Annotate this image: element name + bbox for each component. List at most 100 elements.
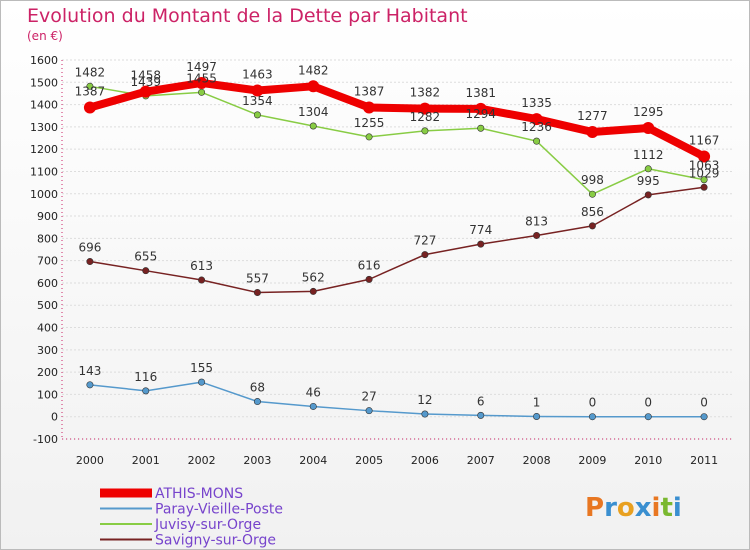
- y-tick-label: 400: [37, 322, 58, 335]
- data-point: [477, 240, 485, 248]
- data-point: [195, 76, 208, 89]
- x-tick-label: 2011: [690, 454, 718, 467]
- y-tick-label: 900: [37, 210, 58, 223]
- data-point: [421, 410, 429, 418]
- data-label: 774: [469, 223, 492, 237]
- data-label: 1: [533, 395, 541, 409]
- data-point: [588, 413, 596, 421]
- legend-label: Savigny-sur-Orge: [155, 533, 276, 549]
- data-label: 1482: [75, 65, 106, 79]
- data-label: 1458: [130, 69, 161, 83]
- data-point: [477, 411, 485, 419]
- data-label: 1497: [186, 60, 217, 74]
- data-point: [198, 276, 206, 284]
- data-label: 1463: [242, 68, 273, 82]
- data-point: [86, 381, 94, 389]
- data-label: 1063: [689, 159, 720, 173]
- y-tick-label: 1200: [30, 143, 58, 156]
- data-point: [644, 413, 652, 421]
- y-tick-label: 1000: [30, 188, 58, 201]
- data-label: 995: [637, 174, 660, 188]
- data-label: 557: [246, 272, 269, 286]
- data-label: 562: [302, 270, 325, 284]
- data-point: [698, 150, 711, 163]
- data-point: [309, 287, 317, 295]
- data-label: 1482: [298, 63, 329, 77]
- data-point: [86, 82, 94, 90]
- chart-title: Evolution du Montant de la Dette par Hab…: [27, 5, 468, 27]
- series-line-paray-vieille-poste: [89, 381, 705, 418]
- data-label: 1387: [354, 84, 385, 98]
- data-label: 0: [700, 396, 708, 410]
- data-label: 155: [190, 361, 213, 375]
- data-label: 1295: [633, 105, 664, 119]
- data-label: 616: [358, 258, 381, 272]
- data-point: [700, 183, 708, 191]
- data-point: [142, 267, 150, 275]
- data-point: [477, 124, 485, 132]
- data-point: [86, 258, 94, 266]
- x-tick-label: 2009: [578, 454, 606, 467]
- series-group: [83, 76, 711, 421]
- data-point: [309, 122, 317, 130]
- data-label: 1304: [298, 105, 329, 119]
- y-tick-label: 700: [37, 255, 58, 268]
- data-label: 1277: [577, 109, 608, 123]
- data-label: 1382: [410, 86, 441, 100]
- data-point: [365, 407, 373, 415]
- y-tick-label: 200: [37, 366, 58, 379]
- data-label: 1335: [521, 96, 552, 110]
- y-tick-label: -100: [33, 433, 58, 446]
- data-label: 27: [361, 390, 376, 404]
- data-label: 1236: [521, 120, 552, 134]
- data-point: [533, 231, 541, 239]
- legend: ATHIS-MONSParay-Vieille-PosteJuvisy-sur-…: [100, 486, 283, 549]
- x-tick-label: 2001: [132, 454, 160, 467]
- data-point: [533, 412, 541, 420]
- data-label: 1029: [689, 166, 720, 180]
- series-line-athis-mons: [88, 78, 706, 161]
- data-point: [421, 251, 429, 259]
- y-tick-label: 1500: [30, 76, 58, 89]
- data-point: [142, 387, 150, 395]
- x-tick-label: 2002: [188, 454, 216, 467]
- y-tick-label: 100: [37, 388, 58, 401]
- x-tick-label: 2004: [299, 454, 327, 467]
- data-point: [139, 85, 152, 98]
- x-tick-label: 2003: [243, 454, 271, 467]
- data-point: [700, 413, 708, 421]
- x-tick-label: 2005: [355, 454, 383, 467]
- data-label: 46: [306, 385, 321, 399]
- y-tick-label: 0: [51, 411, 58, 424]
- data-point: [644, 191, 652, 199]
- data-point: [309, 402, 317, 410]
- data-point: [198, 378, 206, 386]
- data-label: 1112: [633, 148, 664, 162]
- y-tick-label: 1400: [30, 99, 58, 112]
- data-label: 1255: [354, 116, 385, 130]
- data-label: 813: [525, 214, 548, 228]
- data-label: 1387: [75, 84, 106, 98]
- y-tick-label: 600: [37, 277, 58, 290]
- data-point: [198, 88, 206, 96]
- data-point: [253, 398, 261, 406]
- data-label: 696: [78, 241, 101, 255]
- data-label: 0: [644, 396, 652, 410]
- x-tick-label: 2008: [523, 454, 551, 467]
- y-tick-label: 800: [37, 232, 58, 245]
- data-label: 0: [589, 396, 597, 410]
- data-label: 143: [78, 364, 101, 378]
- data-label: 1282: [410, 110, 441, 124]
- data-point: [586, 126, 599, 139]
- data-label: 1294: [465, 107, 496, 121]
- data-point: [307, 80, 320, 93]
- y-tick-label: 1300: [30, 121, 58, 134]
- data-point: [700, 176, 708, 184]
- data-point: [365, 133, 373, 141]
- data-label: 1439: [130, 75, 161, 89]
- data-point: [533, 137, 541, 145]
- data-point: [251, 84, 264, 97]
- data-label: 6: [477, 394, 485, 408]
- series-line-juvisy-sur-orge: [89, 85, 705, 195]
